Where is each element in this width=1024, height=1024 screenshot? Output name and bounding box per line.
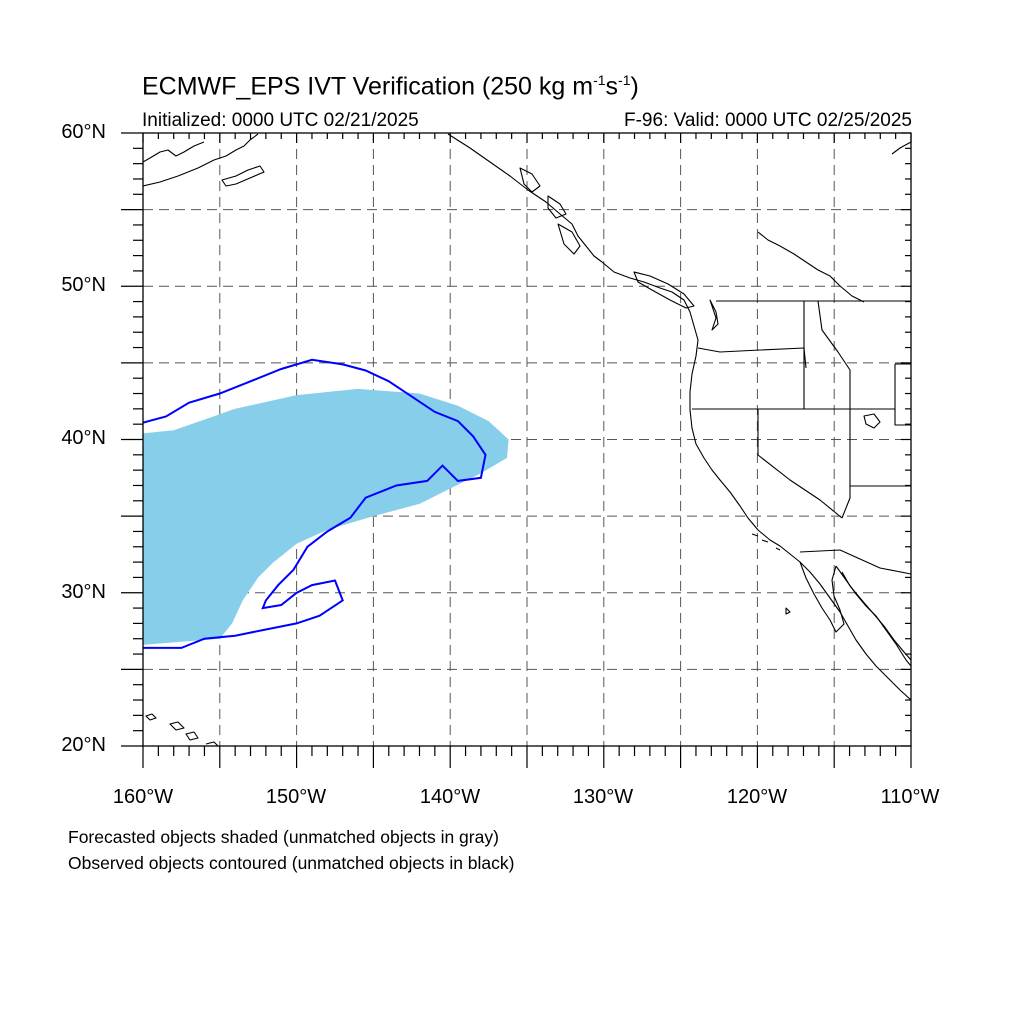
washington-oregon-border [697,347,807,369]
channel-islands [751,533,781,551]
map-title: ECMWF_EPS IVT Verification (250 kg m-1s-… [142,72,639,101]
idaho-border [803,300,851,409]
great-salt-lake [863,413,881,429]
lon-label-140w: 140°W [419,786,481,808]
bc-coast [601,261,699,341]
lat-label-40n: 40°N [61,427,106,449]
lon-label-160w: 160°W [112,786,174,808]
verification-objects [143,358,509,649]
axis-ticks [121,132,912,768]
lon-label-110w: 110°W [880,786,940,808]
lat-label-30n: 30°N [61,581,106,603]
alaska-coast [143,133,259,187]
nevada-california-border [757,409,843,519]
puget-sound [709,299,719,331]
initialized-time: Initialized: 0000 UTC 02/21/2025 [142,110,419,131]
valid-time: F-96: Valid: 0000 UTC 02/25/2025 [624,110,912,131]
kodiak-island [221,165,265,187]
title-exponent-2: -1 [618,72,631,88]
coastlines-and-borders [143,133,911,746]
vancouver-island [633,271,695,309]
lon-label-150w: 150°W [265,786,327,808]
hawaii-islands [145,713,219,746]
canada-interior-coast [757,231,865,303]
observed-object-contour [143,358,487,649]
map-plot-area [143,133,911,746]
us-west-coast [689,339,911,701]
legend-observed-note: Observed objects contoured (unmatched ob… [68,853,515,873]
title-text: ECMWF_EPS IVT Verification (250 kg m [142,72,594,101]
forecast-object-shaded [143,388,509,645]
guadalupe-island [785,607,791,615]
baja-california [799,561,845,633]
nevada-arizona-border [841,409,851,519]
alaska-coast-west [143,141,205,163]
lat-label-50n: 50°N [61,274,106,296]
mexico-border [799,549,911,575]
northern-canada-coast [891,141,911,155]
mexico-mainland [841,571,911,661]
title-exponent-1: -1 [593,72,606,88]
title-unit-s: s [605,72,619,101]
legend-forecast-note: Forecasted objects shaded (unmatched obj… [68,827,499,847]
lon-label-130w: 130°W [572,786,634,808]
alaska-islands [519,167,581,255]
lat-label-60n: 60°N [61,121,106,143]
alaska-panhandle-coast [447,133,603,263]
title-end: ) [630,72,639,101]
lon-label-120w: 120°W [726,786,788,808]
lat-label-20n: 20°N [61,734,106,756]
montana-wyoming-border [894,363,911,426]
